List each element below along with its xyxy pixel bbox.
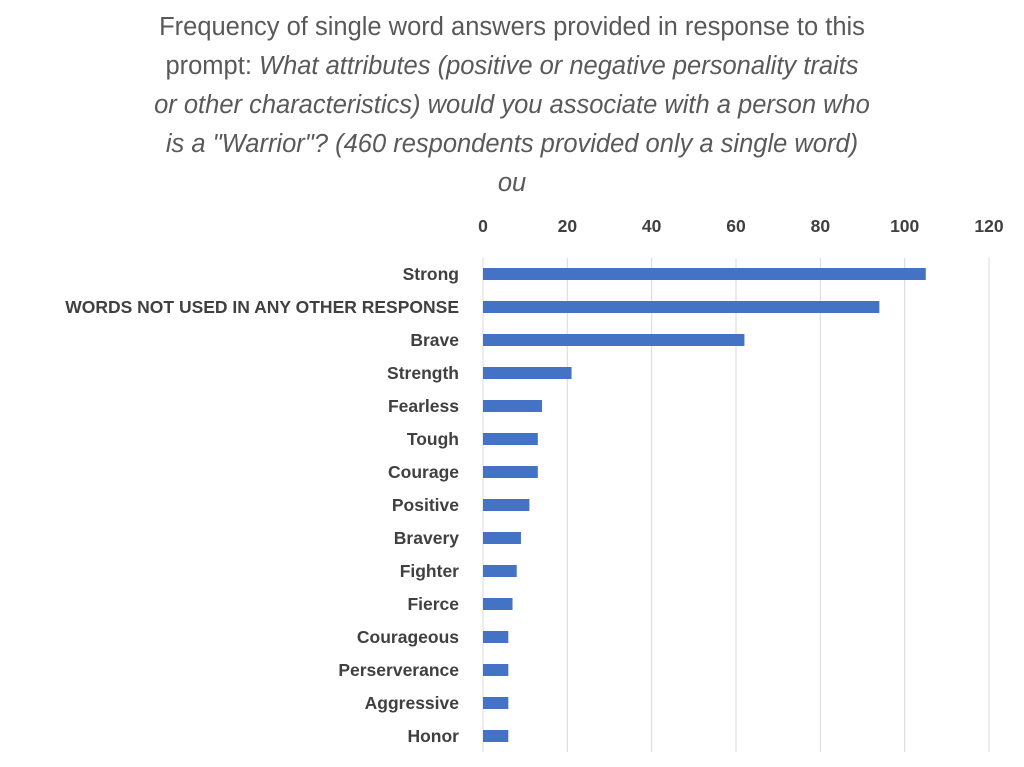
category-label: Positive <box>392 495 459 515</box>
bar <box>483 664 509 676</box>
bar <box>483 334 745 346</box>
chart-title-italic-text: is a "Warrior"? (460 respondents provide… <box>165 130 859 158</box>
chart-title: Frequency of single word answers provide… <box>0 8 1024 203</box>
chart-title-line: is a "Warrior"? (460 respondents provide… <box>0 125 1024 164</box>
bar <box>483 730 509 742</box>
x-tick-label: 60 <box>726 216 746 236</box>
x-tick-label: 40 <box>642 216 662 236</box>
category-label: WORDS NOT USED IN ANY OTHER RESPONSE <box>65 297 459 317</box>
category-label: Honor <box>407 726 459 746</box>
bar <box>483 631 509 643</box>
category-label: Courage <box>388 462 459 482</box>
x-tick-label: 120 <box>974 216 1003 236</box>
bar <box>483 565 517 577</box>
category-label: Strong <box>403 264 459 284</box>
x-tick-label: 80 <box>811 216 831 236</box>
chart-title-italic-text: ou <box>497 169 527 197</box>
chart-title-text: Frequency of single word answers provide… <box>159 13 865 41</box>
chart-title-line: ou <box>0 164 1024 203</box>
category-label: Strength <box>387 363 459 383</box>
bar <box>483 466 538 478</box>
bar <box>483 301 880 313</box>
category-label: Perserverance <box>338 660 459 680</box>
x-tick-label: 0 <box>478 216 488 236</box>
bar <box>483 532 521 544</box>
category-label: Fighter <box>400 561 459 581</box>
category-label: Brave <box>410 330 459 350</box>
bar <box>483 367 572 379</box>
chart-title-italic-text: What attributes (positive or negative pe… <box>259 52 859 80</box>
x-tick-label: 20 <box>558 216 578 236</box>
chart-title-line: prompt: What attributes (positive or neg… <box>0 47 1024 86</box>
chart-title-italic-text: or other characteristics) would you asso… <box>154 91 870 119</box>
bar <box>483 499 530 511</box>
chart-title-text: prompt: <box>165 52 259 80</box>
bar <box>483 697 509 709</box>
bar <box>483 400 543 412</box>
category-label: Aggressive <box>365 693 460 713</box>
category-label: Bravery <box>394 528 459 548</box>
chart-title-line: Frequency of single word answers provide… <box>0 8 1024 47</box>
category-label: Courageous <box>357 627 459 647</box>
bar <box>483 268 926 280</box>
category-label: Fearless <box>388 396 459 416</box>
category-label: Tough <box>407 429 459 449</box>
x-tick-label: 100 <box>890 216 919 236</box>
category-label: Fierce <box>407 594 459 614</box>
bar <box>483 433 538 445</box>
bar <box>483 598 513 610</box>
chart-title-line: or other characteristics) would you asso… <box>0 86 1024 125</box>
